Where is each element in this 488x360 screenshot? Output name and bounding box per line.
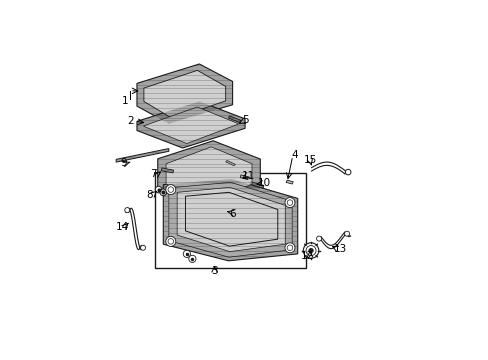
Text: 6: 6 [229,209,235,219]
Polygon shape [143,70,225,119]
Polygon shape [116,149,168,162]
Circle shape [285,243,294,253]
Text: 1: 1 [122,96,128,106]
Circle shape [165,185,175,194]
Polygon shape [177,187,285,252]
Polygon shape [228,116,240,122]
Circle shape [188,255,196,262]
Text: 8: 8 [146,190,153,200]
Circle shape [308,248,313,253]
Circle shape [140,245,145,250]
Polygon shape [249,181,264,188]
Polygon shape [158,141,260,207]
Polygon shape [143,107,238,144]
Circle shape [168,187,173,192]
Circle shape [345,169,350,175]
Text: 11: 11 [242,171,255,181]
Text: 9: 9 [120,158,127,168]
Polygon shape [137,64,232,123]
Text: 5: 5 [241,115,248,125]
Circle shape [286,245,292,251]
Polygon shape [185,192,277,246]
Circle shape [165,237,175,246]
Text: 4: 4 [291,150,298,161]
Bar [155,174,305,268]
Polygon shape [285,180,293,184]
Polygon shape [240,175,248,180]
Circle shape [285,198,294,208]
Text: 15: 15 [303,155,316,165]
Text: 2: 2 [127,116,134,126]
Text: 14: 14 [116,222,129,232]
Polygon shape [168,183,292,257]
Circle shape [183,250,190,257]
Text: 10: 10 [257,177,270,188]
Circle shape [168,239,173,244]
Circle shape [124,208,129,212]
Polygon shape [166,147,251,202]
Circle shape [303,243,318,258]
Text: 3: 3 [211,266,218,275]
Polygon shape [225,161,235,166]
Text: 13: 13 [333,244,346,254]
Circle shape [155,186,162,193]
Circle shape [286,200,292,205]
Polygon shape [161,168,173,173]
Circle shape [344,231,349,236]
Circle shape [160,189,166,196]
Text: 7: 7 [149,169,156,179]
Polygon shape [137,102,244,148]
Polygon shape [199,204,241,217]
Circle shape [305,246,315,256]
Text: 12: 12 [300,251,313,261]
Polygon shape [163,179,297,261]
Circle shape [316,236,321,241]
